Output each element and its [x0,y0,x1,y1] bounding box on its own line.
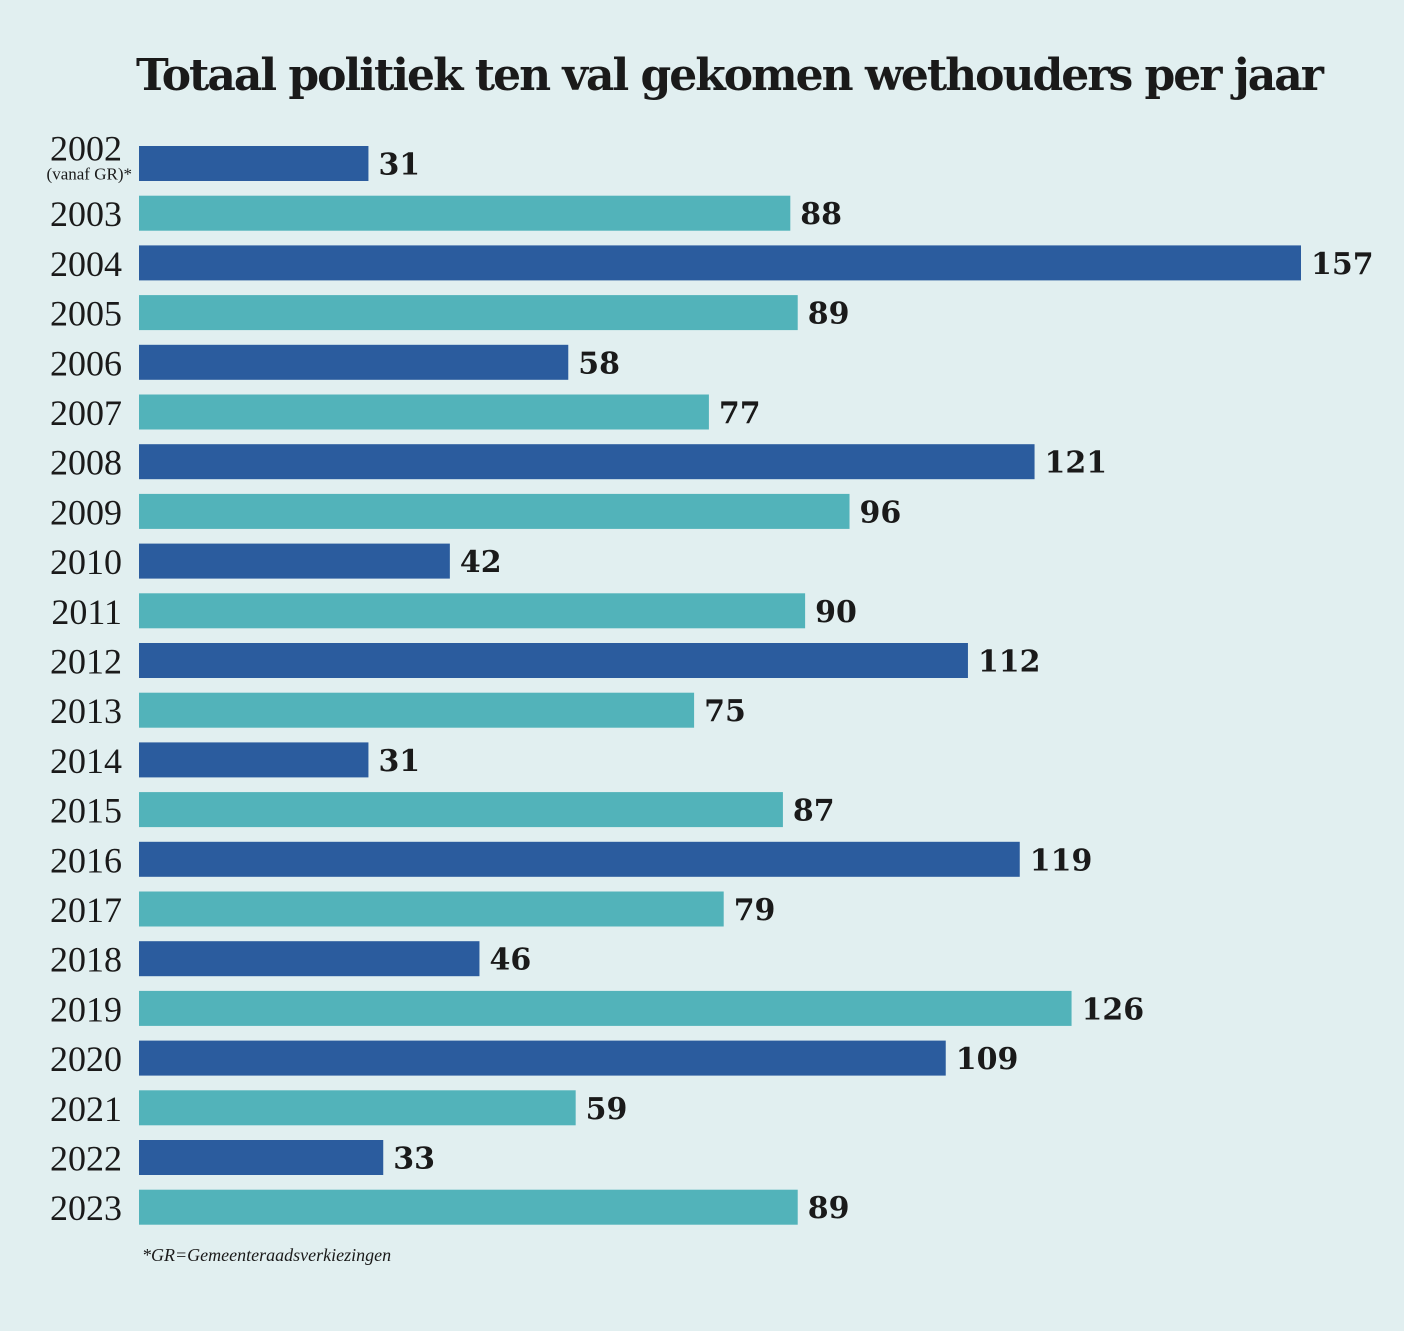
value-label-2022: 33 [393,1142,435,1177]
year-label-2010: 2010 [50,542,122,582]
year-label-2014: 2014 [50,741,122,781]
bar-2007 [139,394,709,430]
bar-2008 [139,444,1035,480]
year-label-2015: 2015 [50,791,122,831]
year-label-2022: 2022 [50,1139,122,1179]
bar-2011 [139,593,806,629]
bar-2010 [139,543,450,579]
value-label-2004: 157 [1311,247,1374,282]
bar-2009 [139,493,850,529]
year-label-2003: 2003 [50,194,122,234]
value-label-2023: 89 [808,1191,850,1226]
value-label-2015: 87 [793,794,835,829]
value-label-2007: 77 [719,396,761,431]
year-label-2007: 2007 [50,393,122,433]
bar-2014 [139,742,369,778]
year-label-2013: 2013 [50,691,122,731]
year-label-2005: 2005 [50,294,122,334]
bar-2006 [139,344,569,380]
year-note-2002: (vanaf GR)* [47,165,132,184]
year-label-2006: 2006 [50,343,122,383]
bar-2004 [139,245,1301,281]
year-label-2002: 2002 [50,129,122,169]
value-label-2010: 42 [460,545,502,580]
bar-2022 [139,1140,384,1175]
year-label-2008: 2008 [50,443,122,483]
value-label-2018: 46 [489,943,531,978]
bar-2019 [139,990,1072,1026]
value-label-2012: 112 [978,645,1041,680]
bar-2015 [139,792,783,828]
value-label-2003: 88 [800,197,842,232]
bar-2017 [139,891,724,927]
value-label-2011: 90 [815,595,857,630]
bar-2020 [139,1040,946,1076]
value-label-2016: 119 [1030,843,1093,878]
value-label-2019: 126 [1082,992,1145,1027]
value-label-2017: 79 [734,893,776,928]
bar-2005 [139,295,798,331]
year-label-2019: 2019 [50,989,122,1029]
year-label-2021: 2021 [50,1089,122,1129]
value-label-2008: 121 [1045,446,1108,481]
year-label-2023: 2023 [50,1188,122,1228]
footnote: *GR=Gemeenteraadsverkiezingen [142,1245,392,1265]
value-label-2020: 109 [956,1042,1019,1077]
bar-2013 [139,692,695,728]
year-label-2016: 2016 [50,840,122,880]
year-label-2009: 2009 [50,492,122,532]
value-label-2013: 75 [704,694,746,729]
chart-title: Totaal politiek ten val gekomen wethoude… [136,50,1324,101]
year-label-2018: 2018 [50,940,122,980]
year-label-2020: 2020 [50,1039,122,1079]
year-label-2017: 2017 [50,890,122,930]
bar-2012 [139,643,968,678]
value-label-2021: 59 [586,1092,628,1127]
year-label-2004: 2004 [50,244,122,284]
bar-2002 [139,146,369,181]
value-label-2005: 89 [808,297,850,332]
bar-2018 [139,941,480,977]
year-label-2011: 2011 [51,592,122,632]
value-label-2014: 31 [378,744,420,779]
value-label-2002: 31 [378,148,420,183]
bar-2021 [139,1090,576,1126]
value-label-2009: 96 [860,495,902,530]
value-label-2006: 58 [578,346,620,381]
bar-2016 [139,841,1020,877]
year-label-2012: 2012 [50,642,122,682]
bar-2023 [139,1189,798,1225]
bar-2003 [139,195,791,231]
